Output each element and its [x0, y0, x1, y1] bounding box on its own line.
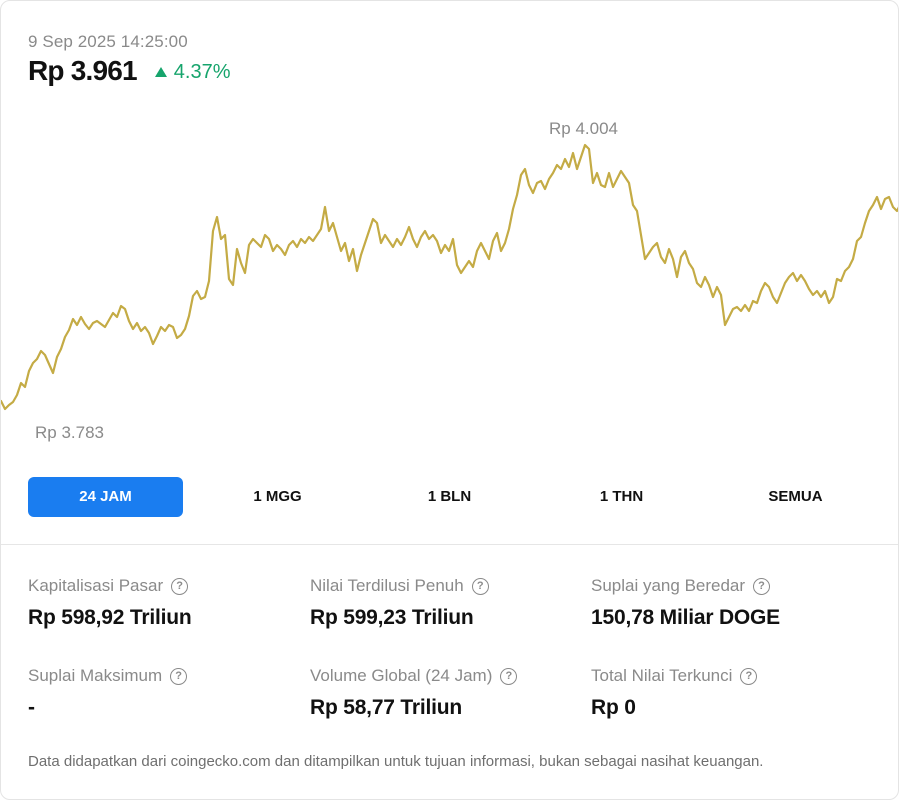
stat-value: Rp 599,23 Triliun	[310, 606, 474, 629]
help-circle-icon[interactable]: ?	[471, 577, 489, 595]
stat-value: Rp 58,77 Triliun	[310, 696, 463, 719]
price-change: 4.37%	[154, 60, 231, 84]
period-1w-button[interactable]: 1 MGG	[253, 488, 302, 505]
stat-value: 150,78 Miliar DOGE	[591, 606, 780, 629]
stat-total-value-locked: Total Nilai Terkunci ? Rp 0	[591, 665, 861, 720]
price-change-value: 4.37%	[173, 60, 231, 83]
stat-max-supply: Suplai Maksimum ? -	[28, 665, 298, 720]
stat-value: -	[28, 696, 35, 719]
stat-fully-diluted-value: Nilai Terdilusi Penuh ? Rp 599,23 Triliu…	[310, 575, 580, 630]
divider	[1, 544, 898, 545]
help-circle-icon[interactable]: ?	[740, 667, 758, 685]
stat-value: Rp 598,92 Triliun	[28, 606, 192, 629]
help-circle-icon[interactable]: ?	[753, 577, 771, 595]
stat-value: Rp 0	[591, 696, 636, 719]
stat-label: Suplai Maksimum	[28, 666, 163, 685]
period-all-button[interactable]: SEMUA	[768, 488, 823, 505]
stat-market-cap: Kapitalisasi Pasar ? Rp 598,92 Triliun	[28, 575, 298, 630]
help-circle-icon[interactable]: ?	[170, 667, 188, 685]
arrow-up-icon	[154, 67, 167, 77]
price-line	[1, 143, 898, 411]
stat-label: Suplai yang Beredar	[591, 576, 746, 595]
disclaimer: Data didapatkan dari coingecko.com dan d…	[28, 753, 764, 770]
current-price: Rp 3.961	[28, 55, 138, 86]
help-circle-icon[interactable]: ?	[171, 577, 189, 595]
stat-label: Volume Global (24 Jam)	[310, 666, 493, 685]
stat-label: Total Nilai Terkunci	[591, 666, 733, 685]
chart-high-label: Rp 4.004	[549, 119, 618, 138]
stat-label: Nilai Terdilusi Penuh	[310, 576, 464, 595]
timestamp: 9 Sep 2025 14:25:00	[28, 32, 188, 51]
period-1m-button[interactable]: 1 BLN	[427, 488, 472, 505]
help-circle-icon[interactable]: ?	[500, 667, 518, 685]
stat-circulating-supply: Suplai yang Beredar ? 150,78 Miliar DOGE	[591, 575, 861, 630]
stat-label: Kapitalisasi Pasar	[28, 576, 164, 595]
period-1y-button[interactable]: 1 THN	[599, 488, 644, 505]
price-row: Rp 3.961 4.37%	[28, 55, 231, 87]
price-chart[interactable]	[1, 111, 899, 456]
period-selector: 24 JAM 1 MGG 1 BLN 1 THN SEMUA	[28, 477, 873, 517]
stat-global-volume: Volume Global (24 Jam) ? Rp 58,77 Triliu…	[310, 665, 580, 720]
chart-low-label: Rp 3.783	[35, 423, 104, 442]
period-24h-button[interactable]: 24 JAM	[28, 477, 183, 517]
